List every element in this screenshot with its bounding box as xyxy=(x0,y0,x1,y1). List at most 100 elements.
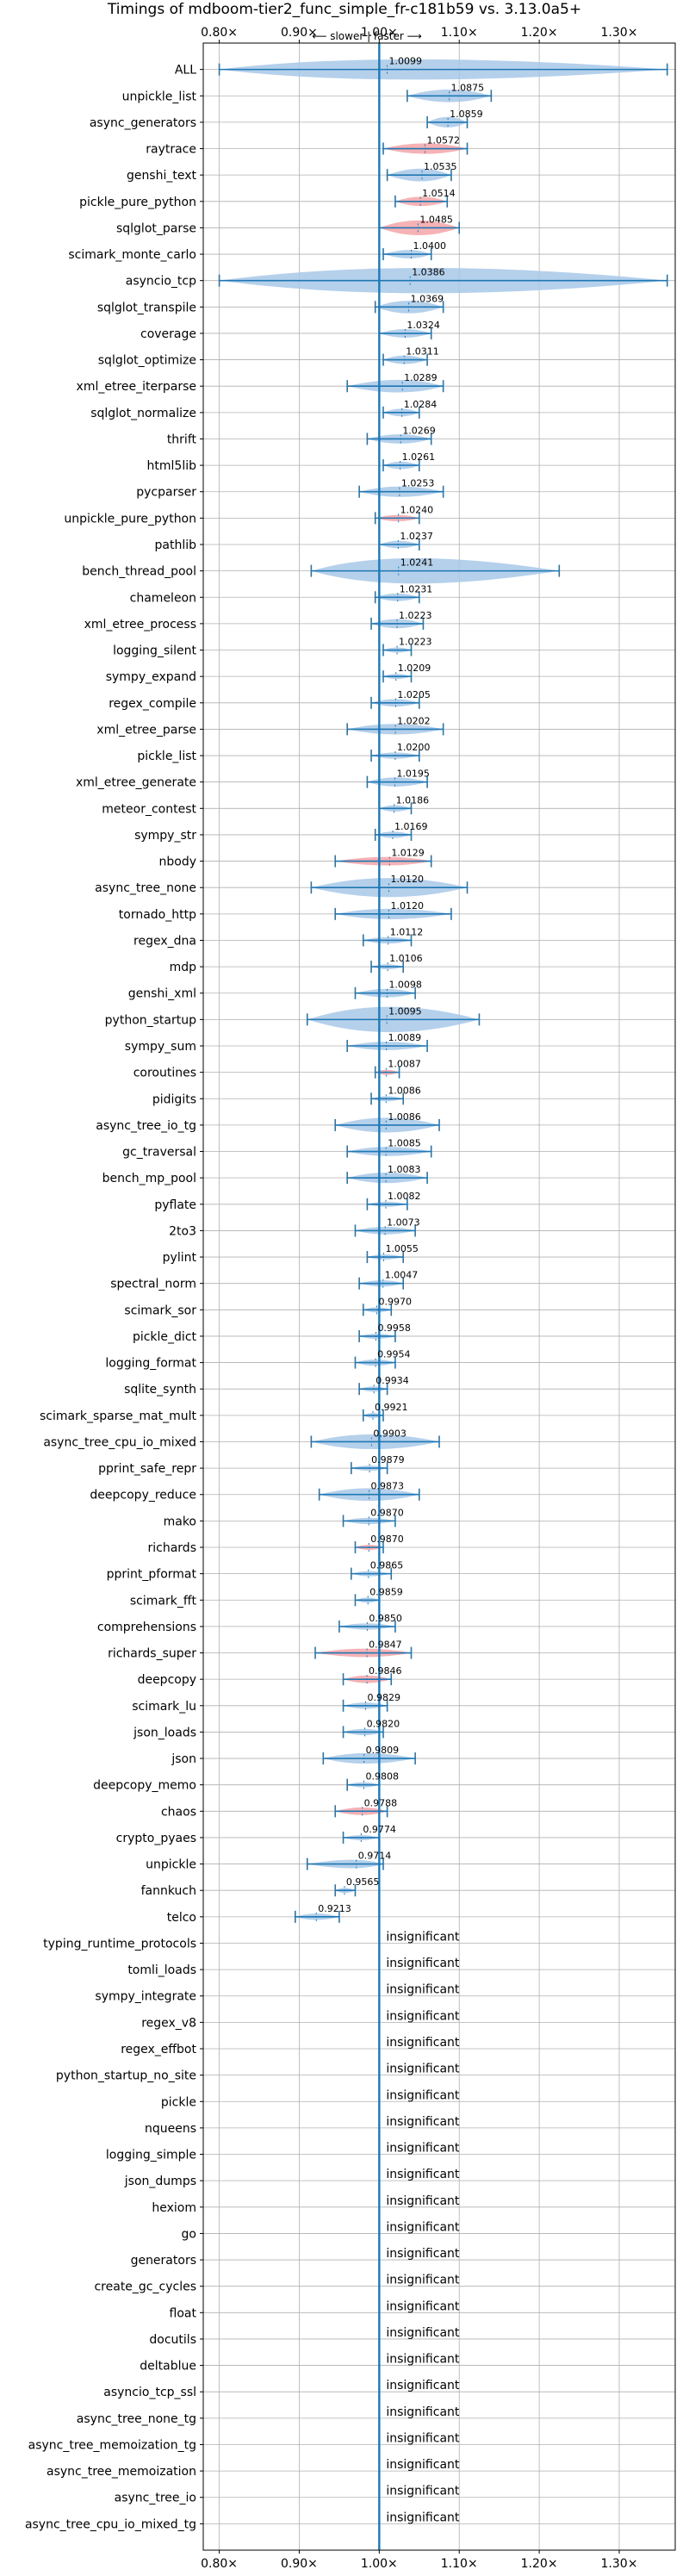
category-label: hexiom xyxy=(152,2201,196,2215)
category-label: html5lib xyxy=(147,459,197,473)
category-label: scimark_sor xyxy=(124,1304,196,1317)
insignificant-label: insignificant xyxy=(386,2115,460,2129)
category-label: float xyxy=(170,2306,197,2320)
data-label: 0.9850 xyxy=(369,1613,402,1624)
category-label: mdp xyxy=(170,961,197,974)
category-label: sqlglot_optimize xyxy=(98,354,196,368)
category-label: asyncio_tcp_ssl xyxy=(103,2386,196,2399)
category-label: pickle xyxy=(161,2095,196,2109)
category-label: fannkuch xyxy=(141,1884,196,1898)
category-label: deepcopy_reduce xyxy=(90,1489,196,1503)
category-label: sqlglot_normalize xyxy=(90,407,196,420)
category-label: pprint_pformat xyxy=(107,1568,197,1582)
category-label: async_tree_io xyxy=(115,2492,196,2505)
category-label: pathlib xyxy=(155,538,197,552)
insignificant-label: insignificant xyxy=(386,2299,460,2313)
x-tick-label-bottom: 1.00× xyxy=(361,2557,398,2571)
category-label: nqueens xyxy=(145,2122,196,2136)
data-label: 0.9903 xyxy=(373,1428,407,1439)
data-label: 1.0514 xyxy=(422,188,455,199)
category-label: xml_etree_parse xyxy=(96,723,196,737)
category-label: bench_thread_pool xyxy=(82,565,196,579)
data-label: 1.0311 xyxy=(406,346,439,358)
data-label: 1.0086 xyxy=(388,1111,421,1123)
category-label: docutils xyxy=(149,2333,196,2347)
category-label: richards xyxy=(148,1541,197,1555)
category-label: regex_effbot xyxy=(121,2043,196,2056)
data-label: 1.0240 xyxy=(400,504,434,515)
x-tick-label-bottom: 0.90× xyxy=(281,2557,318,2571)
category-label: bench_mp_pool xyxy=(102,1172,196,1185)
data-label: 0.9565 xyxy=(346,1876,380,1888)
category-label: pickle_pure_python xyxy=(79,196,196,209)
x-tick-label-bottom: 1.10× xyxy=(441,2557,478,2571)
data-label: 1.0859 xyxy=(450,109,483,120)
data-label: 0.9879 xyxy=(371,1454,405,1465)
x-tick-label-bottom: 1.20× xyxy=(521,2557,558,2571)
category-label: chameleon xyxy=(130,591,196,605)
data-label: 0.9213 xyxy=(318,1903,351,1914)
category-label: scimark_fft xyxy=(130,1594,197,1608)
data-label: 1.0223 xyxy=(399,610,432,621)
category-label: spectral_norm xyxy=(110,1278,196,1291)
category-label: sqlite_synth xyxy=(124,1383,196,1397)
data-label: 1.0095 xyxy=(388,1005,422,1017)
category-label: chaos xyxy=(161,1805,196,1819)
category-label: xml_etree_process xyxy=(84,618,196,632)
data-label: 1.0120 xyxy=(390,900,424,912)
category-label: async_tree_none_tg xyxy=(77,2412,196,2426)
direction-note: ⟵ slower | faster ⟶ xyxy=(312,30,422,42)
data-label: 1.0087 xyxy=(388,1059,421,1070)
category-label: create_gc_cycles xyxy=(94,2280,196,2294)
insignificant-label: insignificant xyxy=(386,2088,460,2102)
category-label: sympy_expand xyxy=(106,670,196,684)
category-label: pycparser xyxy=(136,486,196,500)
data-label: 1.0082 xyxy=(388,1191,421,1202)
category-label: json_dumps xyxy=(124,2175,196,2188)
data-label: 0.9921 xyxy=(375,1402,408,1413)
category-label: coverage xyxy=(140,327,196,341)
category-label: telco xyxy=(167,1911,196,1925)
data-label: 1.0386 xyxy=(412,267,444,278)
category-label: crypto_pyaes xyxy=(116,1832,196,1845)
data-label: 1.0289 xyxy=(404,372,438,383)
category-label: asyncio_tcp xyxy=(126,275,196,289)
data-label: 0.9873 xyxy=(371,1481,405,1492)
data-label: 0.9846 xyxy=(369,1665,402,1677)
category-label: python_startup_no_site xyxy=(56,2069,196,2083)
category-label: regex_compile xyxy=(109,697,196,711)
data-label: 1.0400 xyxy=(413,240,446,252)
x-tick-label-top: 1.10× xyxy=(441,26,478,40)
data-label: 0.9865 xyxy=(370,1560,404,1571)
data-label: 0.9788 xyxy=(364,1797,398,1808)
category-label: mako xyxy=(164,1515,196,1528)
category-label: logging_format xyxy=(105,1357,196,1371)
category-label: scimark_lu xyxy=(132,1700,196,1714)
x-tick-label-bottom: 0.80× xyxy=(201,2557,238,2571)
data-label: 1.0083 xyxy=(388,1164,421,1175)
category-label: raytrace xyxy=(146,143,196,157)
category-label: richards_super xyxy=(108,1647,196,1661)
data-label: 1.0085 xyxy=(388,1138,421,1149)
data-label: 0.9809 xyxy=(366,1745,400,1756)
category-label: async_tree_memoization xyxy=(47,2465,196,2479)
insignificant-label: insignificant xyxy=(386,2405,460,2419)
data-label: 1.0269 xyxy=(402,425,436,436)
category-label: genshi_text xyxy=(127,169,197,183)
data-label: 1.0237 xyxy=(400,531,433,542)
category-label: pickle_dict xyxy=(133,1330,197,1344)
insignificant-label: insignificant xyxy=(386,2379,460,2392)
category-label: pidigits xyxy=(152,1092,196,1106)
category-label: sympy_str xyxy=(134,829,196,843)
x-tick-label-top: 1.30× xyxy=(601,26,638,40)
category-label: deltablue xyxy=(140,2360,196,2374)
insignificant-label: insignificant xyxy=(386,2458,460,2472)
insignificant-label: insignificant xyxy=(386,2009,460,2023)
data-label: 1.0324 xyxy=(407,320,440,331)
category-label: async_tree_cpu_io_mixed xyxy=(43,1435,196,1449)
category-label: typing_runtime_protocols xyxy=(43,1937,196,1951)
x-tick-label-top: 1.00× xyxy=(361,26,398,40)
category-label: async_tree_memoization_tg xyxy=(28,2438,196,2452)
category-label: async_tree_io_tg xyxy=(96,1119,196,1133)
data-label: 0.9820 xyxy=(367,1718,400,1729)
